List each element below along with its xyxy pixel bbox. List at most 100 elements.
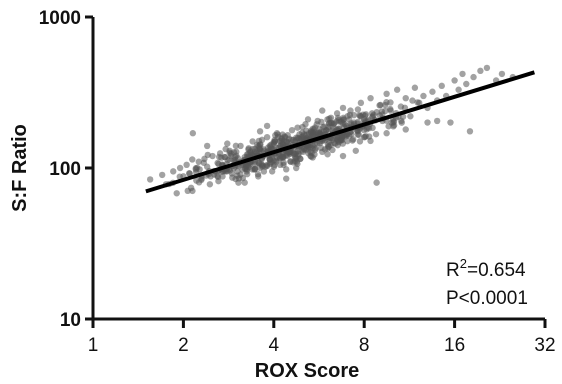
data-point: [424, 119, 431, 126]
data-point: [183, 161, 190, 169]
data-point: [414, 99, 421, 106]
data-point: [324, 151, 331, 158]
data-point: [409, 97, 416, 104]
data-point: [420, 92, 427, 100]
x-tick-label: 32: [534, 335, 555, 356]
data-point: [356, 138, 364, 145]
data-point: [383, 130, 390, 137]
data-point: [291, 158, 299, 165]
data-point: [234, 172, 241, 179]
data-point: [354, 118, 362, 126]
r-squared-superscript: 2: [460, 256, 467, 271]
p-value-annotation: P<0.0001: [446, 288, 528, 309]
data-point: [232, 142, 240, 150]
data-point: [189, 156, 196, 163]
data-point: [338, 136, 346, 144]
data-point: [294, 124, 301, 131]
data-point: [231, 154, 239, 161]
data-point: [362, 132, 369, 140]
data-point: [206, 181, 214, 188]
data-point: [185, 170, 193, 177]
data-point: [176, 164, 184, 172]
data-point: [355, 131, 363, 139]
data-point: [221, 153, 229, 161]
data-point: [263, 122, 271, 130]
data-point: [317, 144, 325, 152]
data-point: [318, 118, 325, 126]
data-point: [357, 99, 365, 107]
data-point: [407, 113, 414, 120]
data-point: [237, 142, 244, 150]
data-point: [387, 99, 394, 106]
data-point: [319, 107, 326, 114]
data-point: [365, 124, 373, 132]
data-point: [373, 179, 380, 186]
data-point: [277, 154, 284, 162]
data-point: [283, 175, 290, 182]
data-point: [344, 112, 351, 120]
data-point: [350, 136, 357, 143]
data-point: [339, 152, 347, 160]
data-point: [459, 70, 466, 78]
r-squared-annotation: R2=0.654: [446, 256, 526, 281]
data-point: [498, 70, 506, 78]
data-point: [402, 94, 409, 102]
data-point: [254, 171, 262, 178]
data-point: [411, 84, 419, 91]
data-point: [383, 90, 390, 98]
data-point: [281, 133, 288, 140]
data-point: [251, 160, 259, 168]
data-point: [257, 141, 264, 148]
data-point: [173, 190, 180, 197]
data-point: [372, 130, 380, 138]
regression-line: [145, 70, 535, 194]
data-point: [284, 152, 291, 159]
data-point: [214, 173, 222, 181]
data-point: [263, 161, 270, 169]
data-point: [146, 176, 154, 183]
data-point: [390, 123, 397, 130]
data-point: [329, 146, 336, 154]
data-point: [362, 111, 370, 118]
data-point: [483, 64, 491, 72]
y-tick-label: 10: [60, 310, 81, 331]
data-point: [226, 167, 234, 174]
y-axis-ticks: 10 100 1000: [39, 8, 93, 331]
data-point: [215, 160, 222, 168]
y-tick-label: 100: [49, 159, 81, 180]
data-point: [309, 130, 317, 137]
data-point: [170, 168, 177, 175]
data-point: [256, 128, 264, 135]
data-point: [377, 101, 384, 109]
data-point: [477, 67, 484, 75]
data-point: [216, 153, 223, 161]
data-point: [263, 133, 271, 141]
data-point: [319, 123, 327, 131]
data-point: [293, 134, 300, 141]
x-axis-title: ROX Score: [255, 360, 359, 382]
x-tick-label: 16: [444, 335, 465, 356]
data-point: [429, 88, 436, 95]
data-point: [176, 173, 183, 180]
data-point: [339, 104, 347, 112]
data-point: [463, 80, 470, 88]
x-tick-label: 1: [88, 335, 99, 356]
data-point: [324, 141, 332, 148]
data-point: [204, 151, 211, 159]
y-axis-title: S:F Ratio: [9, 124, 31, 212]
data-point: [189, 130, 197, 137]
data-point: [352, 147, 359, 154]
data-point: [299, 133, 307, 140]
data-point: [451, 77, 458, 84]
data-point: [184, 187, 191, 195]
data-point: [203, 142, 211, 150]
data-point: [324, 116, 331, 123]
data-point: [393, 86, 401, 93]
data-point: [294, 147, 302, 155]
x-tick-label: 8: [359, 335, 370, 356]
data-point: [243, 170, 251, 178]
data-point: [354, 106, 362, 113]
data-point: [401, 104, 409, 112]
data-point: [402, 126, 409, 133]
data-point: [470, 73, 477, 81]
